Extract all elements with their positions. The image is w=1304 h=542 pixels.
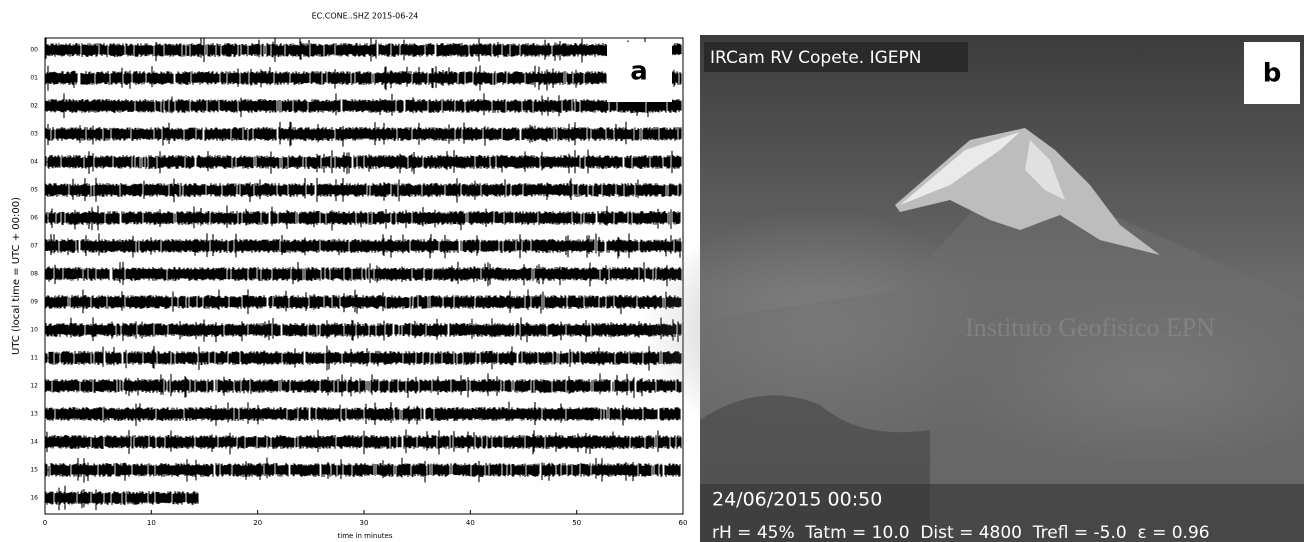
y-tick-label: 03 [30, 131, 38, 138]
y-tick-label: 00 [30, 47, 38, 54]
x-tick-label: 50 [572, 519, 581, 527]
x-tick-label: 30 [360, 519, 369, 527]
hot-spot [1025, 140, 1065, 200]
trace [45, 317, 682, 343]
y-tick-label: 07 [30, 243, 38, 250]
panel-label: b [1263, 59, 1282, 89]
y-tick-label: 06 [30, 215, 38, 222]
y-tick-label: 11 [30, 355, 38, 362]
hot-spot [900, 132, 1020, 205]
watermark: Instituto Geofisico EPN [965, 313, 1215, 342]
traces [45, 37, 682, 511]
y-tick-label: 04 [30, 159, 38, 166]
trace [45, 121, 682, 147]
trace [45, 485, 199, 511]
x-tick-label: 40 [466, 519, 475, 527]
y-tick-label: 08 [30, 271, 38, 278]
seismogram-panel: EC.CONE..SHZ 2015-06-24 a time in minute… [11, 12, 687, 541]
label-box [607, 42, 672, 102]
x-tick-label: 0 [43, 519, 47, 527]
x-tick-label: 10 [147, 519, 156, 527]
x-tick-label: 20 [253, 519, 262, 527]
y-axis-label: UTC (local time = UTC + 00:00) [11, 197, 22, 355]
y-tick-label: 05 [30, 187, 38, 194]
y-tick-label: 09 [30, 299, 38, 306]
y-tick-label: 16 [30, 495, 38, 502]
label-box [1244, 42, 1300, 104]
trace [45, 149, 682, 175]
camera-panel: Instituto Geofisico EPN IRCam RV Copete.… [640, 35, 1304, 542]
y-tick-label: 01 [30, 75, 38, 82]
parameters: rH = 45% Tatm = 10.0 Dist = 4800 Trefl =… [712, 523, 1210, 542]
x-axis-label: time in minutes [338, 532, 393, 540]
timestamp: 24/06/2015 00:50 [712, 489, 882, 511]
y-tick-label: 10 [30, 327, 38, 334]
y-tick-label: 15 [30, 467, 38, 474]
info-bar [700, 484, 1304, 542]
y-tick-label: 12 [30, 383, 38, 390]
trace [45, 401, 681, 426]
y-tick-label: 02 [30, 103, 38, 110]
y-tick-label: 14 [30, 439, 38, 446]
panel-label: a [630, 57, 648, 87]
panel-title: EC.CONE..SHZ 2015-06-24 [312, 12, 419, 21]
y-tick-label: 13 [30, 411, 38, 418]
x-tick-label: 60 [679, 519, 688, 527]
caption: IRCam RV Copete. IGEPN [710, 48, 922, 68]
trace [45, 233, 682, 259]
caption-box [704, 42, 968, 72]
